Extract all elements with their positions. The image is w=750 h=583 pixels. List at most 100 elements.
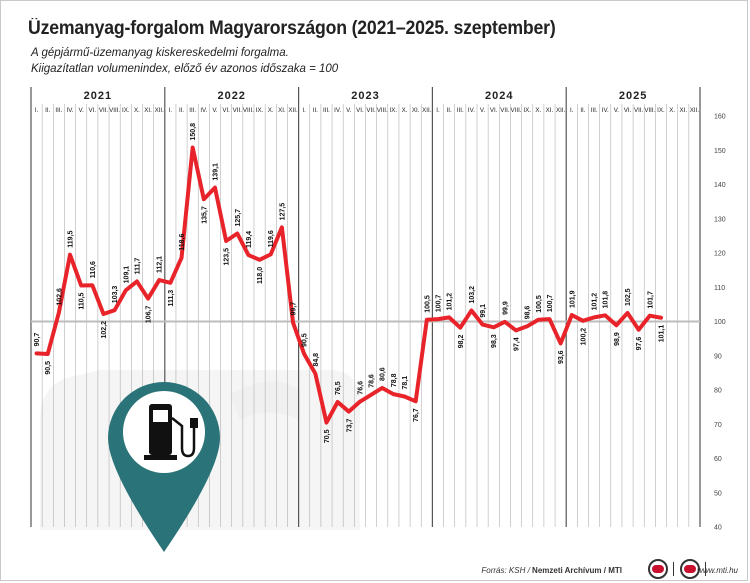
month-label: VII. — [500, 107, 510, 114]
data-label: 98,6 — [525, 306, 532, 320]
month-label: III. — [189, 107, 196, 114]
month-label: IV. — [602, 107, 609, 114]
axes: 40 50 60 70 80 90 100 110 120 130 140 150 160 2021 202… — [35, 90, 726, 532]
month-label: V. — [614, 107, 620, 114]
month-label: IX. — [122, 107, 130, 114]
month-label: VII. — [99, 107, 109, 114]
data-label: 150,8 — [190, 123, 197, 141]
data-label: 102,5 — [625, 288, 632, 306]
data-label: 135,7 — [201, 206, 208, 224]
data-label: 80,6 — [380, 367, 387, 381]
data-label: 106,7 — [146, 305, 153, 323]
separator — [705, 562, 706, 576]
data-label: 84,8 — [313, 353, 320, 367]
month-label: V. — [480, 107, 486, 114]
y-tick-label: 110 — [714, 285, 725, 292]
fuel-pump-icon — [144, 404, 198, 460]
data-label: 90,7 — [34, 333, 41, 347]
y-tick-label: 120 — [714, 251, 726, 258]
y-tick-label: 60 — [714, 456, 722, 463]
month-label: IX. — [390, 107, 398, 114]
month-label: XII. — [556, 107, 566, 114]
month-label: VI. — [222, 107, 230, 114]
month-label: X. — [268, 107, 274, 114]
mti-logo-icon — [648, 559, 668, 579]
data-label: 98,2 — [458, 335, 465, 349]
separator — [673, 562, 674, 576]
mti-logo-icon — [680, 559, 700, 579]
data-label: 139,1 — [212, 163, 219, 181]
data-label: 98,9 — [614, 332, 621, 346]
data-label: 111,3 — [168, 290, 175, 307]
month-label: VI. — [490, 107, 498, 114]
month-label: XI. — [412, 107, 420, 114]
data-label: 101,9 — [569, 290, 576, 308]
month-label: XII. — [288, 107, 298, 114]
month-label: IV. — [334, 107, 341, 114]
month-label: V. — [212, 107, 218, 114]
data-label: 90,5 — [45, 361, 52, 375]
month-label: VIII. — [377, 107, 388, 114]
month-label: XII. — [690, 107, 700, 114]
subtitle-line-1: A gépjármű-üzemanyag kiskereskedelmi for… — [31, 47, 289, 59]
month-label: VII. — [366, 107, 376, 114]
month-label: III. — [591, 107, 598, 114]
footer: Forrás: KSH / Nemzeti Archívum / MTI www… — [0, 556, 750, 581]
site-url[interactable]: www.mti.hu — [697, 566, 738, 575]
data-label: 118,0 — [257, 267, 264, 284]
month-label: VI. — [624, 107, 632, 114]
year-label: 2023 — [351, 90, 379, 102]
month-label: VIII. — [511, 107, 522, 114]
data-label: 110,5 — [79, 292, 86, 309]
month-label: XI. — [278, 107, 286, 114]
data-label: 111,7 — [134, 258, 141, 275]
month-label: II. — [580, 107, 585, 114]
month-label: VI. — [356, 107, 364, 114]
data-label: 99,9 — [502, 301, 509, 315]
data-label: 102,2 — [101, 321, 108, 339]
month-label: IV. — [200, 107, 207, 114]
month-label: VIII. — [644, 107, 655, 114]
data-label: 99,7 — [291, 302, 298, 316]
data-label: 127,5 — [279, 203, 286, 221]
data-label: 76,6 — [357, 381, 364, 395]
data-label: 118,6 — [179, 234, 186, 251]
data-label: 101,8 — [603, 291, 610, 309]
month-label: VII. — [233, 107, 243, 114]
month-label: VIII. — [109, 107, 120, 114]
month-label: VII. — [634, 107, 644, 114]
y-tick-label: 150 — [714, 148, 726, 155]
year-label: 2022 — [217, 90, 245, 102]
month-label: VIII. — [243, 107, 254, 114]
month-label: XI. — [144, 107, 152, 114]
source-text: Forrás: KSH / Nemzeti Archívum / MTI — [481, 566, 622, 575]
month-label: IV. — [468, 107, 475, 114]
data-label: 119,6 — [268, 230, 275, 247]
data-label: 101,1 — [658, 325, 665, 343]
data-label: 78,6 — [369, 374, 376, 388]
month-label: I. — [169, 107, 173, 114]
month-label: XII. — [422, 107, 432, 114]
y-tick-label: 70 — [714, 422, 722, 429]
data-label: 103,2 — [469, 286, 476, 304]
data-label: 103,3 — [112, 286, 119, 304]
y-tick-label: 130 — [714, 216, 726, 223]
month-label: IX. — [523, 107, 531, 114]
data-label: 112,1 — [157, 256, 164, 273]
data-label: 100,7 — [435, 294, 442, 312]
month-label: XI. — [679, 107, 687, 114]
month-label: X. — [669, 107, 675, 114]
data-label: 100,7 — [547, 294, 554, 312]
y-tick-label: 160 — [714, 114, 726, 121]
year-label: 2025 — [619, 90, 647, 102]
month-label: X. — [535, 107, 541, 114]
data-label: 76,5 — [335, 381, 342, 395]
data-label: 90,5 — [302, 333, 309, 347]
subtitle-line-2: Kiigazítatlan volumenindex, előző év azo… — [31, 63, 339, 75]
month-label: V. — [346, 107, 352, 114]
month-label: III. — [323, 107, 330, 114]
data-label: 123,5 — [224, 248, 231, 266]
data-label: 110,6 — [90, 261, 97, 278]
month-label: II. — [179, 107, 184, 114]
